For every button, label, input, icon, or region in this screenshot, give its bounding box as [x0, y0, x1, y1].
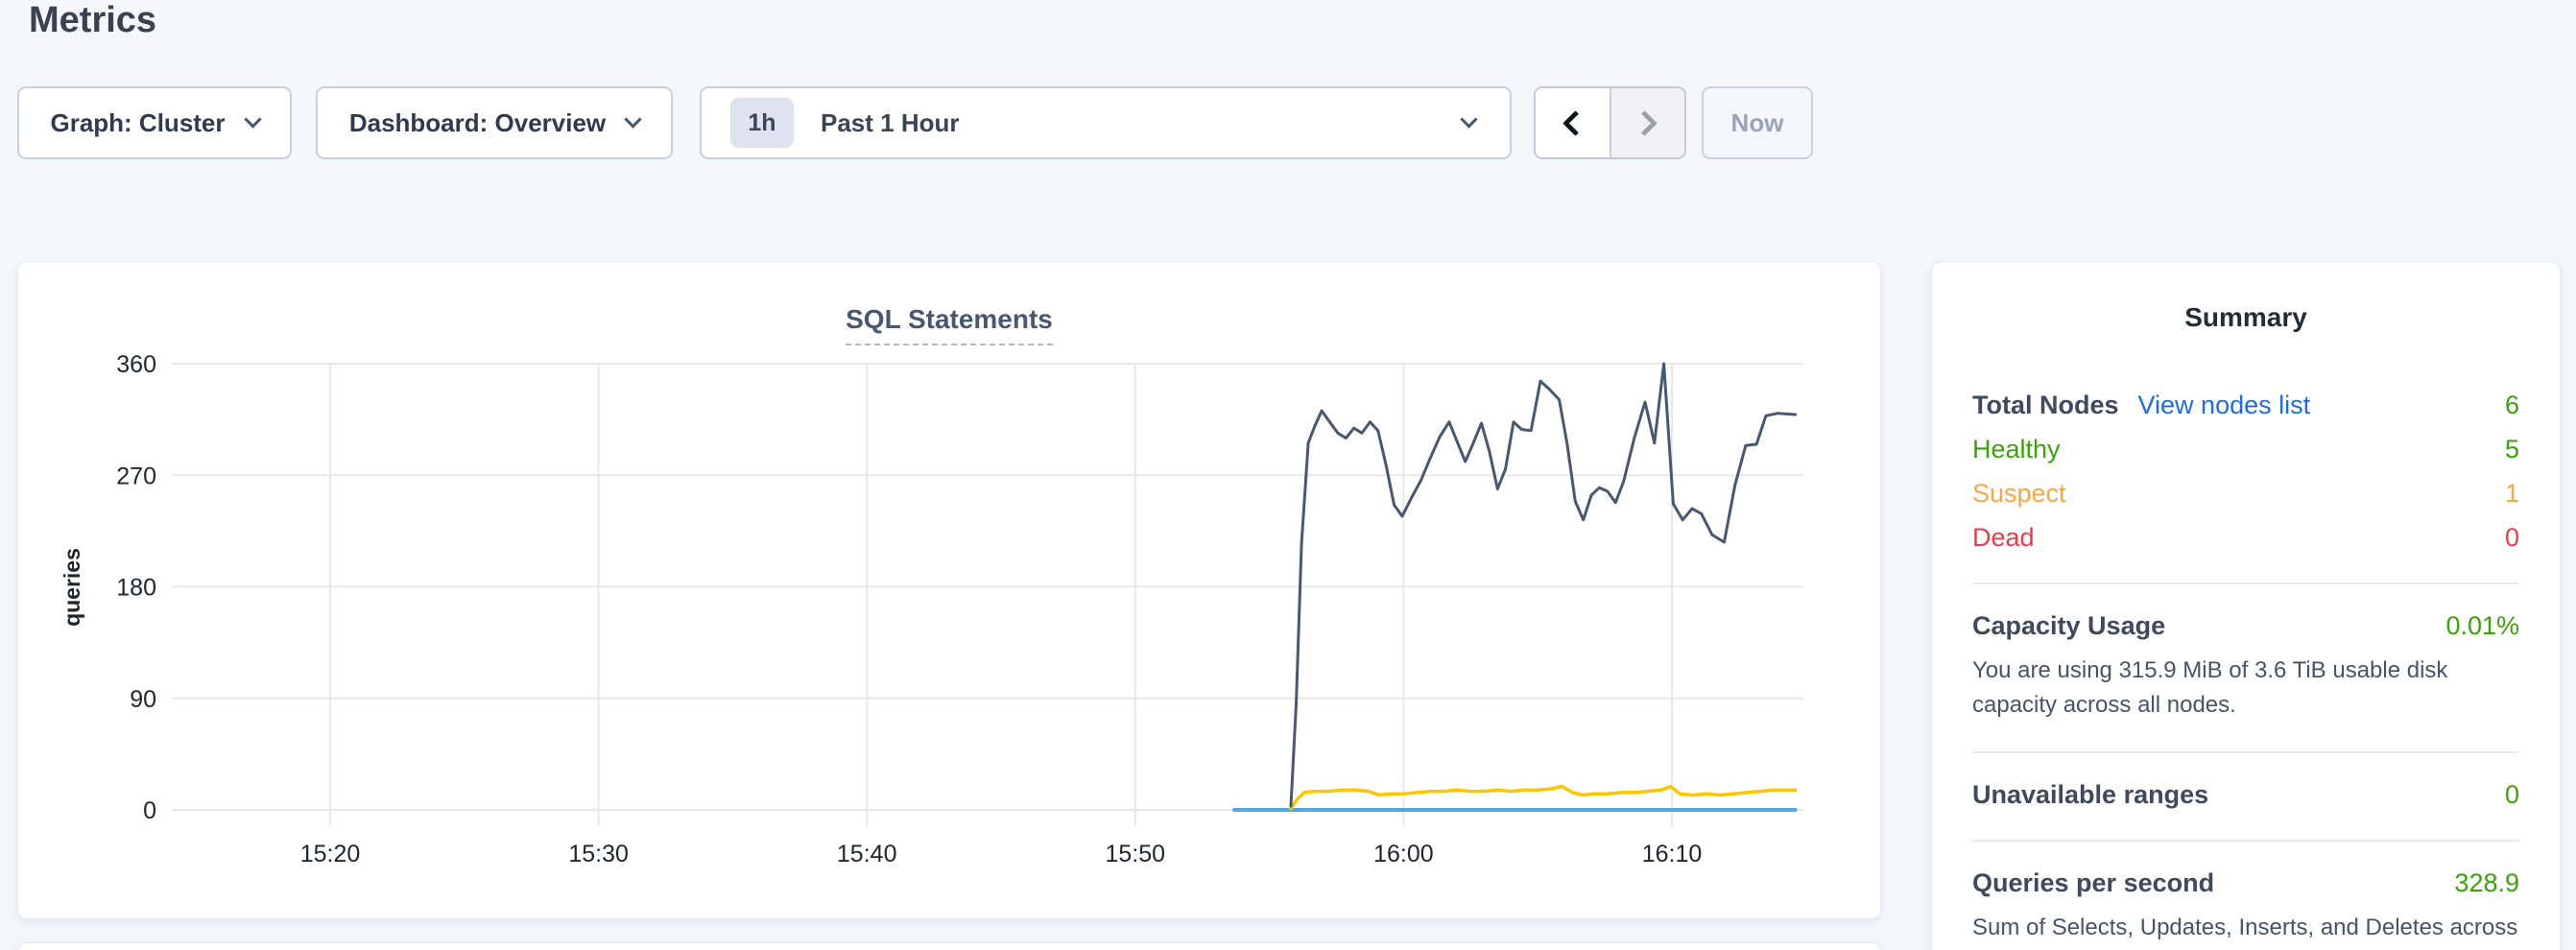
- time-window-arrows: [1534, 86, 1686, 159]
- time-range-label: Past 1 Hour: [821, 107, 960, 137]
- healthy-nodes-value: 5: [2504, 435, 2519, 463]
- unavailable-ranges-label: Unavailable ranges: [1972, 780, 2209, 809]
- dashboard-dropdown-label: Dashboard: Overview: [348, 107, 607, 137]
- queries-per-second-description: Sum of Selects, Updates, Inserts, and De…: [1972, 914, 2518, 950]
- chart-title[interactable]: SQL Statements: [846, 304, 1053, 345]
- divider: [1972, 751, 2519, 753]
- total-nodes-value: 6: [2504, 391, 2519, 419]
- summary-panel: Summary Total Nodes View nodes list 6 He…: [1931, 261, 2561, 950]
- svg-text:90: 90: [130, 686, 156, 713]
- unavailable-ranges-value: 0: [2504, 780, 2519, 809]
- svg-text:360: 360: [116, 351, 156, 378]
- summary-title: Summary: [2184, 302, 2307, 332]
- graph-scope-dropdown-label: Graph: Cluster: [50, 107, 226, 137]
- svg-text:16:00: 16:00: [1373, 841, 1434, 867]
- svg-text:16:10: 16:10: [1642, 841, 1703, 867]
- svg-text:15:20: 15:20: [300, 841, 361, 867]
- dead-nodes-label: Dead: [1972, 523, 2035, 552]
- unavailable-ranges-row: Unavailable ranges 0: [1972, 778, 2519, 811]
- healthy-nodes-label: Healthy: [1972, 435, 2061, 463]
- chevron-down-icon: [243, 109, 262, 129]
- dashboard-dropdown[interactable]: Dashboard: Overview: [316, 86, 673, 159]
- svg-text:15:50: 15:50: [1106, 841, 1166, 867]
- capacity-usage-row: Capacity Usage 0.01%: [1972, 609, 2519, 642]
- suspect-nodes-row: Suspect 1: [1972, 477, 2519, 510]
- dead-nodes-row: Dead 0: [1972, 521, 2519, 554]
- capacity-usage-label: Capacity Usage: [1972, 611, 2166, 640]
- nodes-summary-block: Total Nodes View nodes list 6 Healthy 5 …: [1972, 389, 2519, 554]
- svg-text:queries: queries: [60, 548, 84, 627]
- divider: [1972, 840, 2519, 842]
- capacity-usage-value: 0.01%: [2445, 611, 2519, 640]
- svg-text:180: 180: [116, 575, 156, 602]
- time-range-dropdown[interactable]: 1h Past 1 Hour: [700, 86, 1512, 159]
- chevron-down-icon: [624, 109, 642, 129]
- view-nodes-list-link[interactable]: View nodes list: [2137, 391, 2311, 419]
- now-button[interactable]: Now: [1702, 86, 1813, 159]
- svg-text:270: 270: [116, 463, 156, 489]
- sql-statements-chart-card: SQL Statements 0 90 180 270 360 15:20 15:30 15:…: [17, 261, 1881, 919]
- total-nodes-row: Total Nodes View nodes list 6: [1972, 389, 2519, 421]
- time-range-badge: 1h: [730, 98, 794, 148]
- next-chart-card: [17, 942, 1881, 950]
- svg-text:15:30: 15:30: [568, 841, 629, 867]
- divider: [1972, 582, 2519, 584]
- queries-per-second-row: Queries per second 328.9: [1972, 867, 2519, 899]
- prev-time-window-button[interactable]: [1536, 88, 1611, 157]
- svg-text:15:40: 15:40: [837, 841, 897, 867]
- dead-nodes-value: 0: [2504, 523, 2519, 552]
- suspect-nodes-value: 1: [2504, 479, 2519, 508]
- healthy-nodes-row: Healthy 5: [1972, 433, 2519, 465]
- chevron-left-icon: [1562, 109, 1588, 136]
- graph-scope-dropdown[interactable]: Graph: Cluster: [17, 86, 292, 159]
- suspect-nodes-label: Suspect: [1972, 479, 2066, 508]
- total-nodes-label: Total Nodes: [1972, 391, 2119, 419]
- queries-per-second-value: 328.9: [2454, 868, 2519, 897]
- svg-text:0: 0: [143, 797, 156, 824]
- chevron-down-icon: [1460, 109, 1478, 129]
- next-time-window-button[interactable]: [1610, 88, 1684, 157]
- queries-per-second-label: Queries per second: [1972, 868, 2215, 897]
- chevron-right-icon: [1632, 109, 1658, 136]
- page-title: Metrics: [29, 0, 157, 40]
- sql-statements-chart[interactable]: 0 90 180 270 360 15:20 15:30 15:40 15:50 16:00 16:…: [18, 262, 1882, 920]
- capacity-usage-description: You are using 315.9 MiB of 3.6 TiB usabl…: [1972, 657, 2448, 718]
